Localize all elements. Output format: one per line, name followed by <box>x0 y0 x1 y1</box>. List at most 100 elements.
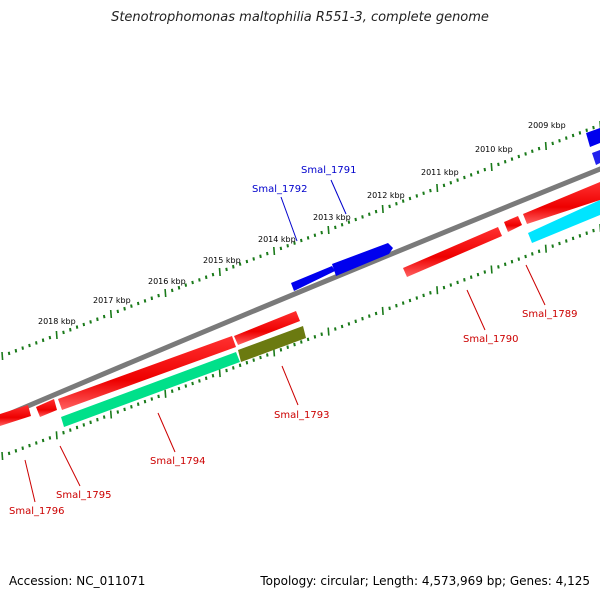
leader-line <box>330 179 347 215</box>
gene-offscreen-blue[interactable] <box>586 128 600 147</box>
ruler-minor-tick <box>286 244 289 248</box>
ruler-minor-tick <box>497 162 500 167</box>
ruler-minor-tick <box>75 325 79 329</box>
ruler-minor-tick <box>245 259 249 264</box>
ruler-minor-tick <box>293 342 296 347</box>
ruler-minor-tick <box>75 425 79 430</box>
ruler-minor-tick <box>571 236 575 241</box>
ruler-minor-tick <box>130 304 133 308</box>
ruler-ticks-outer <box>1 121 600 361</box>
gene-smal-1792[interactable] <box>291 266 335 291</box>
ruler-label: 2009 kbp <box>528 121 566 130</box>
gene-label[interactable]: Smal_1793 <box>274 410 329 421</box>
ruler-minor-tick <box>313 335 317 339</box>
gene-smal-1794[interactable] <box>61 352 240 427</box>
ruler-minor-tick <box>198 278 201 282</box>
ruler-minor-tick <box>374 209 378 214</box>
ruler-minor-tick <box>7 351 11 356</box>
ruler-minor-tick <box>558 241 561 246</box>
ruler-minor-tick <box>449 181 453 185</box>
ruler-minor-tick <box>157 293 160 298</box>
ruler-minor-tick <box>136 301 140 306</box>
ruler-minor-tick <box>585 128 588 132</box>
ruler-minor-tick <box>469 173 473 177</box>
ruler-major-tick <box>544 244 547 253</box>
ruler-minor-tick <box>238 262 242 266</box>
ruler-minor-tick <box>395 303 398 308</box>
gene-label[interactable]: Smal_1794 <box>150 456 205 467</box>
ruler-minor-tick <box>96 317 99 322</box>
ruler-major-tick <box>55 330 58 340</box>
gene-smal-1795[interactable] <box>36 399 57 417</box>
ruler-minor-tick <box>368 212 371 216</box>
leader-line <box>59 445 81 487</box>
ruler-minor-tick <box>401 199 405 203</box>
ruler-minor-tick <box>592 228 595 233</box>
ruler-minor-tick <box>123 407 126 412</box>
ruler-minor-tick <box>211 373 215 378</box>
ruler-minor-tick <box>170 288 174 293</box>
ruler-minor-tick <box>340 223 344 227</box>
gene-smal-1789[interactable] <box>523 182 600 224</box>
gene-smal-1796[interactable] <box>0 405 31 426</box>
gene-smal-1789-left[interactable] <box>504 216 522 232</box>
ruler-minor-tick <box>232 264 235 269</box>
ruler-minor-tick <box>368 314 371 318</box>
gene-label[interactable]: Smal_1790 <box>463 334 518 345</box>
ruler-major-tick <box>381 204 384 214</box>
ruler-minor-tick <box>537 146 541 151</box>
ruler-minor-tick <box>578 131 582 135</box>
ruler-minor-tick <box>116 410 120 414</box>
ruler-minor-tick <box>537 249 541 254</box>
ruler-minor-tick <box>456 280 459 285</box>
gene-label[interactable]: Smal_1796 <box>9 506 64 517</box>
ruler-minor-tick <box>340 324 344 329</box>
gene-smal-1793-red[interactable] <box>234 311 300 345</box>
ruler-minor-tick <box>442 183 446 188</box>
ruler-major-tick <box>109 410 113 419</box>
ruler-minor-tick <box>177 386 181 391</box>
ruler-minor-tick <box>41 338 45 343</box>
ruler-minor-tick <box>252 358 255 362</box>
gene-smal-1791[interactable] <box>332 243 393 276</box>
accession-label: Accession: NC_011071 <box>9 574 146 588</box>
ruler-minor-tick <box>116 309 120 314</box>
ruler-minor-tick <box>517 154 521 159</box>
gene-cyan[interactable] <box>528 200 600 243</box>
ruler-minor-tick <box>102 314 106 319</box>
gene-smal-1794-red[interactable] <box>58 336 236 410</box>
ruler-minor-tick <box>62 430 65 435</box>
ruler-major-tick <box>218 267 221 277</box>
ruler-minor-tick <box>415 296 419 300</box>
gene-label[interactable]: Smal_1792 <box>252 184 307 195</box>
ruler-minor-tick <box>578 234 582 238</box>
ruler-minor-tick <box>422 293 425 298</box>
minus-strand-genes <box>0 182 600 427</box>
ruler-minor-tick <box>415 194 419 198</box>
ruler-minor-tick <box>14 449 18 453</box>
ruler-minor-tick <box>102 415 106 419</box>
ruler-major-tick <box>1 451 4 461</box>
ruler-minor-tick <box>320 230 323 235</box>
ruler-major-tick <box>327 327 330 336</box>
ruler-minor-tick <box>306 236 310 240</box>
ruler-minor-tick <box>531 149 534 153</box>
ruler-minor-tick <box>170 389 174 393</box>
ruler-label: 2017 kbp <box>93 296 131 305</box>
ruler-minor-tick <box>551 244 554 248</box>
ruler-minor-tick <box>449 283 453 287</box>
gene-smal-1793[interactable] <box>238 326 306 362</box>
gene-label[interactable]: Smal_1791 <box>301 165 356 176</box>
gene-smal-1790[interactable] <box>403 227 502 277</box>
gene-offscreen-blue-2[interactable] <box>592 150 600 165</box>
ruler-minor-tick <box>123 306 126 311</box>
ruler-minor-tick <box>286 345 289 349</box>
ruler-minor-tick <box>320 332 323 336</box>
gene-label[interactable]: Smal_1789 <box>522 309 577 320</box>
gene-label[interactable]: Smal_1795 <box>56 490 111 501</box>
leader-line <box>281 365 299 406</box>
ruler-major-tick <box>164 389 167 398</box>
ruler-minor-tick <box>300 238 303 243</box>
ruler-minor-tick <box>150 397 154 401</box>
ruler-major-tick <box>490 265 493 274</box>
